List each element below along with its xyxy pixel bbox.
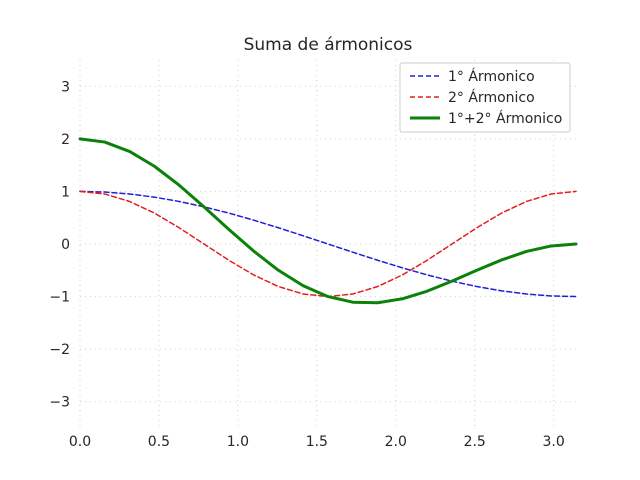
chart-title: Suma de ármonicos — [244, 35, 413, 55]
series-line-1 — [79, 190, 577, 298]
x-tick-label: 2.5 — [464, 434, 486, 450]
y-tick-label: 0 — [61, 237, 70, 253]
series-line-3 — [78, 137, 578, 305]
x-tick-label: 0.0 — [69, 434, 91, 450]
x-tick-label: 1.0 — [227, 434, 249, 450]
y-tick-label: 3 — [61, 79, 70, 95]
series-line-2 — [79, 190, 577, 298]
axis-ticks: 0.0 0.5 1.0 1.5 2.0 2.5 3.0 3 2 1 0 −1 −2 −3 — [49, 79, 564, 450]
legend-label-series-3: 1°+2° Ármonico — [448, 110, 562, 127]
y-tick-label: −2 — [49, 342, 70, 358]
x-tick-label: 1.5 — [306, 434, 328, 450]
series-lines — [78, 137, 578, 305]
legend-label-series-1: 1° Ármonico — [448, 68, 535, 85]
y-tick-label: −3 — [49, 395, 70, 411]
x-tick-label: 2.0 — [385, 434, 407, 450]
legend-box — [399, 62, 571, 133]
legend-label-series-2: 2° Ármonico — [448, 89, 535, 106]
x-tick-label: 0.5 — [148, 434, 170, 450]
x-tick-label: 3.0 — [543, 434, 565, 450]
legend: 1° Ármonico 2° Ármonico 1°+2° Ármonico — [399, 62, 571, 133]
y-tick-label: −1 — [49, 290, 70, 306]
y-tick-label: 2 — [61, 132, 70, 148]
y-tick-label: 1 — [61, 184, 70, 200]
